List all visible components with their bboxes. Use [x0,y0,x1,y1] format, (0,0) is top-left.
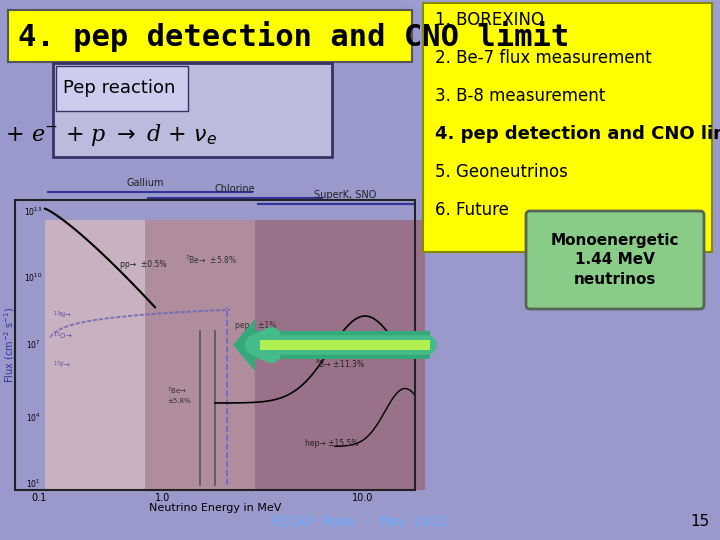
Text: Pep reaction: Pep reaction [63,79,176,97]
Text: 10$^{10}$: 10$^{10}$ [24,272,42,285]
FancyBboxPatch shape [45,220,145,490]
Text: p + e$^{-}$ + p $\rightarrow$ d + $\nu_e$: p + e$^{-}$ + p $\rightarrow$ d + $\nu_e… [0,122,217,148]
FancyBboxPatch shape [255,220,425,490]
Text: Neutrino Energy in MeV: Neutrino Energy in MeV [149,503,282,513]
FancyBboxPatch shape [8,10,412,62]
Text: $^7$Be→
±5.8%: $^7$Be→ ±5.8% [167,386,191,404]
Text: 4. pep detection and CNO limit: 4. pep detection and CNO limit [435,125,720,143]
Text: 5. Geoneutrinos: 5. Geoneutrinos [435,163,568,181]
Text: $^7$Be→  ±5.8%: $^7$Be→ ±5.8% [185,253,237,266]
Text: $^8$B→ ±11.3%: $^8$B→ ±11.3% [315,358,365,370]
Text: 1. BOREXINO: 1. BOREXINO [435,11,544,29]
Text: 10$^{13}$: 10$^{13}$ [24,205,42,218]
Text: pp→  ±0.5%: pp→ ±0.5% [120,260,166,269]
Polygon shape [400,0,720,140]
Text: hep→ ±15.5%: hep→ ±15.5% [305,440,359,449]
Text: SuperK, SNO: SuperK, SNO [314,190,376,200]
Text: 10$^7$: 10$^7$ [26,339,40,351]
Text: 0.1: 0.1 [32,493,47,503]
Text: 1.0: 1.0 [156,493,171,503]
FancyBboxPatch shape [423,3,712,252]
Text: 6. Future: 6. Future [435,201,509,219]
Text: Chlorine: Chlorine [215,184,256,194]
Text: 10$^1$: 10$^1$ [26,478,40,490]
Text: $^{15}$O→: $^{15}$O→ [53,330,73,342]
Text: 10$^4$: 10$^4$ [26,411,40,424]
FancyBboxPatch shape [526,211,704,309]
Text: 10.0: 10.0 [352,493,374,503]
Text: $^{17}$F→: $^{17}$F→ [53,360,71,370]
FancyBboxPatch shape [145,220,255,490]
FancyBboxPatch shape [53,63,332,157]
FancyBboxPatch shape [56,66,188,111]
Text: RICAP Rome - May 2013: RICAP Rome - May 2013 [272,515,448,529]
Polygon shape [260,340,430,350]
Text: pep→ ±1%: pep→ ±1% [235,321,276,329]
Text: 4. pep detection and CNO limit: 4. pep detection and CNO limit [18,21,570,51]
Text: Flux (cm$^{-2}$ s$^{-1}$): Flux (cm$^{-2}$ s$^{-1}$) [3,307,17,383]
Text: 15: 15 [690,515,710,530]
Text: Monoenergetic
1.44 MeV
neutrinos: Monoenergetic 1.44 MeV neutrinos [551,233,679,287]
Text: Gallium: Gallium [126,178,163,188]
Text: $^{13}$N→: $^{13}$N→ [53,310,72,321]
Text: 3. B-8 measurement: 3. B-8 measurement [435,87,606,105]
Polygon shape [233,319,430,371]
Text: 2. Be-7 flux measurement: 2. Be-7 flux measurement [435,49,652,67]
